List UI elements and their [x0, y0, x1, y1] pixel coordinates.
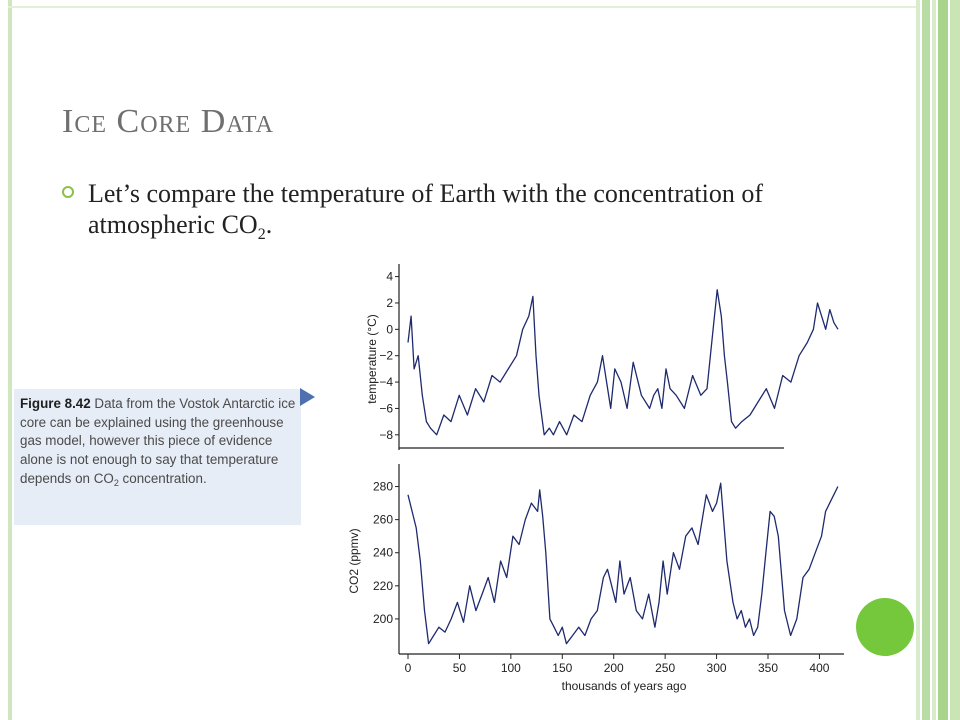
x-tick-label: 100	[501, 661, 521, 675]
decorative-green-circle	[856, 598, 914, 656]
y-tick-label: 260	[373, 513, 393, 527]
x-tick-label: 0	[405, 661, 412, 675]
co2-chart: 280 260 240 220 200 0 50 100 150 200 250 300 350 400 C…	[347, 464, 844, 693]
y-axis-label: temperature (°C)	[365, 314, 379, 404]
figure-caption: Figure 8.42 Data from the Vostok Antarct…	[14, 389, 301, 525]
bullet-item: Let’s compare the temperature of Earth w…	[62, 178, 822, 250]
slide-border-top	[8, 6, 918, 8]
bullet-circle-icon	[62, 186, 74, 198]
data-series-line	[407, 289, 839, 436]
x-tick-label: 150	[552, 661, 572, 675]
y-tick-label: −4	[379, 375, 393, 389]
x-tick-label: 250	[655, 661, 675, 675]
arrow-right-icon	[300, 388, 315, 406]
data-series-line	[407, 482, 839, 645]
y-tick-label: −2	[379, 349, 393, 363]
y-tick-label: 2	[386, 296, 393, 310]
decorative-stripes	[916, 0, 960, 720]
x-tick-label: 300	[707, 661, 727, 675]
y-tick-label: 240	[373, 546, 393, 560]
slide-title: Ice Core Data	[62, 103, 274, 140]
x-tick-label: 200	[604, 661, 624, 675]
x-tick-label: 50	[453, 661, 467, 675]
y-tick-label: 200	[373, 612, 393, 626]
x-tick-label: 400	[809, 661, 829, 675]
y-tick-label: 0	[386, 322, 393, 336]
y-axis-label: CO2 (ppmv)	[347, 528, 361, 593]
y-tick-label: −8	[379, 428, 393, 442]
slide-border-left	[8, 0, 12, 720]
x-tick-label: 350	[758, 661, 778, 675]
y-tick-label: 220	[373, 579, 393, 593]
temperature-chart: 4 2 0 −2 −4 −6 −8 temperature (°C)	[365, 264, 839, 450]
bullet-text: Let’s compare the temperature of Earth w…	[88, 179, 763, 244]
y-tick-label: −6	[379, 401, 393, 415]
x-axis-label: thousands of years ago	[562, 679, 687, 693]
y-tick-label: 4	[386, 270, 393, 284]
y-tick-label: 280	[373, 480, 393, 494]
caption-label: Figure 8.42	[20, 396, 91, 411]
